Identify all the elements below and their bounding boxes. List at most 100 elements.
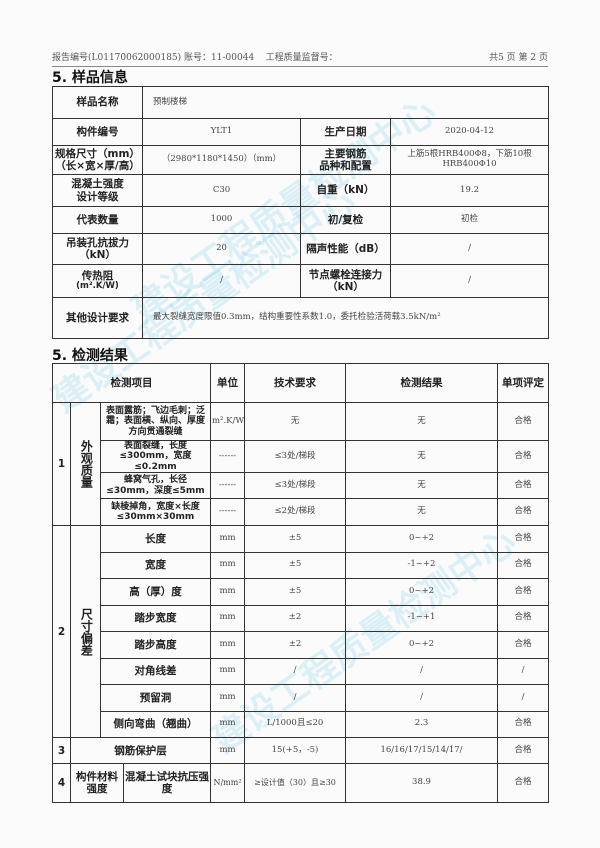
requirement: ±2	[244, 631, 346, 659]
label-line: （长×宽×厚/高）	[55, 160, 140, 172]
label-line: （kN）	[79, 249, 116, 261]
verdict: 合格	[497, 551, 549, 580]
value: （2980*1180*1450）（mm）	[142, 145, 301, 175]
group-number: 2	[52, 525, 71, 739]
verdict: 合格	[497, 402, 549, 441]
verdict: /	[497, 657, 549, 686]
item-name: 长度	[100, 525, 211, 553]
unit: N/mm²	[210, 763, 245, 804]
label: 隔声性能（dB）	[300, 233, 391, 265]
unit: mm	[210, 604, 245, 633]
label-line: (m².K/W)	[76, 281, 119, 292]
results-table: 检测项目 单位 技术要求 检测结果 单项评定 1 外观质量 表面露筋；飞边毛刺；泛霜…	[52, 363, 549, 804]
label: 吊装孔抗拔力 （kN）	[52, 233, 143, 265]
section-title: 5. 样品信息	[52, 70, 128, 86]
requirement: L/1000且≤20	[244, 710, 346, 739]
requirement: ±2	[244, 604, 346, 633]
unit: mm	[210, 710, 245, 739]
verdict: 合格	[497, 710, 549, 739]
label-line: 混凝土强度	[71, 178, 124, 191]
verdict: 合格	[497, 604, 549, 633]
item-name: 踏步高度	[100, 631, 211, 659]
item-name: 高（厚）度	[100, 578, 211, 606]
label-line: 主要钢筋	[324, 147, 367, 160]
result: -1~+2	[345, 551, 498, 580]
result: 无	[345, 402, 498, 441]
requirement: ±5	[244, 525, 346, 553]
result: /	[345, 657, 498, 686]
value: C30	[142, 174, 301, 207]
header-requirement: 技术要求	[244, 363, 346, 403]
group-name: 外观质量	[70, 401, 101, 527]
result: 无	[345, 498, 498, 527]
label: 规格尺寸（mm） （长×宽×厚/高）	[52, 145, 143, 175]
unit: mm	[210, 525, 245, 553]
result: -1~+1	[345, 604, 498, 633]
unit: mm	[210, 684, 245, 712]
table-row: 对角线差 mm / / /	[53, 657, 549, 686]
item-name: 混凝土试块抗压强度	[123, 763, 211, 804]
label: 样品名称	[52, 86, 143, 119]
result: 无	[345, 472, 498, 500]
unit: ------	[210, 498, 245, 527]
table-row: 高（厚）度 mm ±5 0~+2 合格	[53, 578, 549, 606]
unit: mm	[210, 631, 245, 659]
value-line: HRB400Φ10	[442, 159, 497, 169]
item-name: 蜂窝气孔，长径≤30mm，深度≤5mm	[100, 472, 211, 500]
requirement: ≥设计值（30）且≥30	[244, 763, 346, 804]
item-name: 缺棱掉角，宽度×长度≤30mm×30mm	[100, 498, 211, 527]
sample-info-table: 样品名称 预制楼梯 构件编号 YLT1 生产日期 2020-04-12 规格尺寸（mm）…	[52, 86, 550, 339]
requirement: ≤3处/梯段	[244, 439, 346, 474]
label: 初/复检	[300, 206, 391, 234]
verdict: 合格	[497, 439, 549, 474]
item-name: 对角线差	[100, 657, 211, 686]
value: 预制楼梯	[141, 86, 550, 119]
value: 1000	[142, 206, 301, 234]
label: 自重（kN）	[300, 174, 391, 207]
requirement: ±5	[244, 578, 346, 606]
result: /	[345, 684, 498, 712]
account-number: 账号：11-00044	[184, 53, 255, 63]
label: 主要钢筋 品种和配置	[300, 145, 391, 175]
label-line: 品种和配置	[319, 160, 372, 172]
value: YLT1	[142, 118, 301, 146]
value: /	[389, 233, 550, 265]
unit: mm	[210, 737, 245, 765]
group-name: 尺寸偏差	[70, 525, 101, 739]
value: 20	[142, 233, 301, 265]
table-row: 蜂窝气孔，长径≤30mm，深度≤5mm ------ ≤3处/梯段无合格	[53, 472, 549, 500]
group-number: 1	[52, 401, 71, 527]
item-name: 踏步宽度	[100, 604, 211, 633]
result: 38.9	[345, 763, 498, 804]
value: 上筋5根HRB400Φ8，下筋10根 HRB400Φ10	[389, 145, 550, 175]
requirement: /	[244, 657, 346, 686]
label: 传热阻 (m².K/W)	[52, 264, 143, 298]
label: 构件编号	[52, 118, 143, 146]
report-number: 报告编号(L01170062000185)	[52, 53, 182, 63]
value: 19.2	[389, 174, 550, 207]
table-row: 缺棱掉角，宽度×长度≤30mm×30mm ------ ≤2处/梯段无合格	[53, 498, 549, 527]
header-unit: 单位	[210, 363, 245, 403]
table-row: 2 尺寸偏差 长度 mm ±5 0~+2 合格	[52, 525, 549, 739]
verdict: 合格	[497, 737, 549, 765]
table-row: 预留洞 mm / / /	[53, 684, 549, 712]
item-name: 钢筋保护层	[70, 737, 211, 765]
unit: mm	[210, 578, 245, 606]
result: 无	[345, 439, 498, 474]
result: 0~+2	[345, 578, 498, 606]
label: 节点螺栓连接力 （kN）	[300, 264, 391, 298]
requirement: 15(+5，-5)	[244, 737, 346, 765]
table-row: 踏步宽度 mm ±2 -1~+1 合格	[53, 604, 549, 633]
table-row: 表面裂缝，长度≤300mm，宽度≤0.2mm ------ ≤3处/梯段无合格	[53, 439, 549, 474]
item-name: 侧向弯曲（翘曲）	[100, 710, 211, 739]
item-name: 预留洞	[100, 684, 211, 712]
unit: m².K/W	[210, 402, 245, 441]
group-number: 3	[52, 737, 71, 765]
report-header: 报告编号(L01170062000185) 账号：11-00044 工程质量监督…	[52, 50, 548, 67]
label-line: 吊装孔抗拔力	[66, 236, 129, 249]
result: 16/16/17/15/14/17/	[345, 737, 498, 765]
verdict: 合格	[497, 498, 549, 527]
result: 2.3	[345, 710, 498, 739]
requirement: 无	[244, 402, 346, 441]
